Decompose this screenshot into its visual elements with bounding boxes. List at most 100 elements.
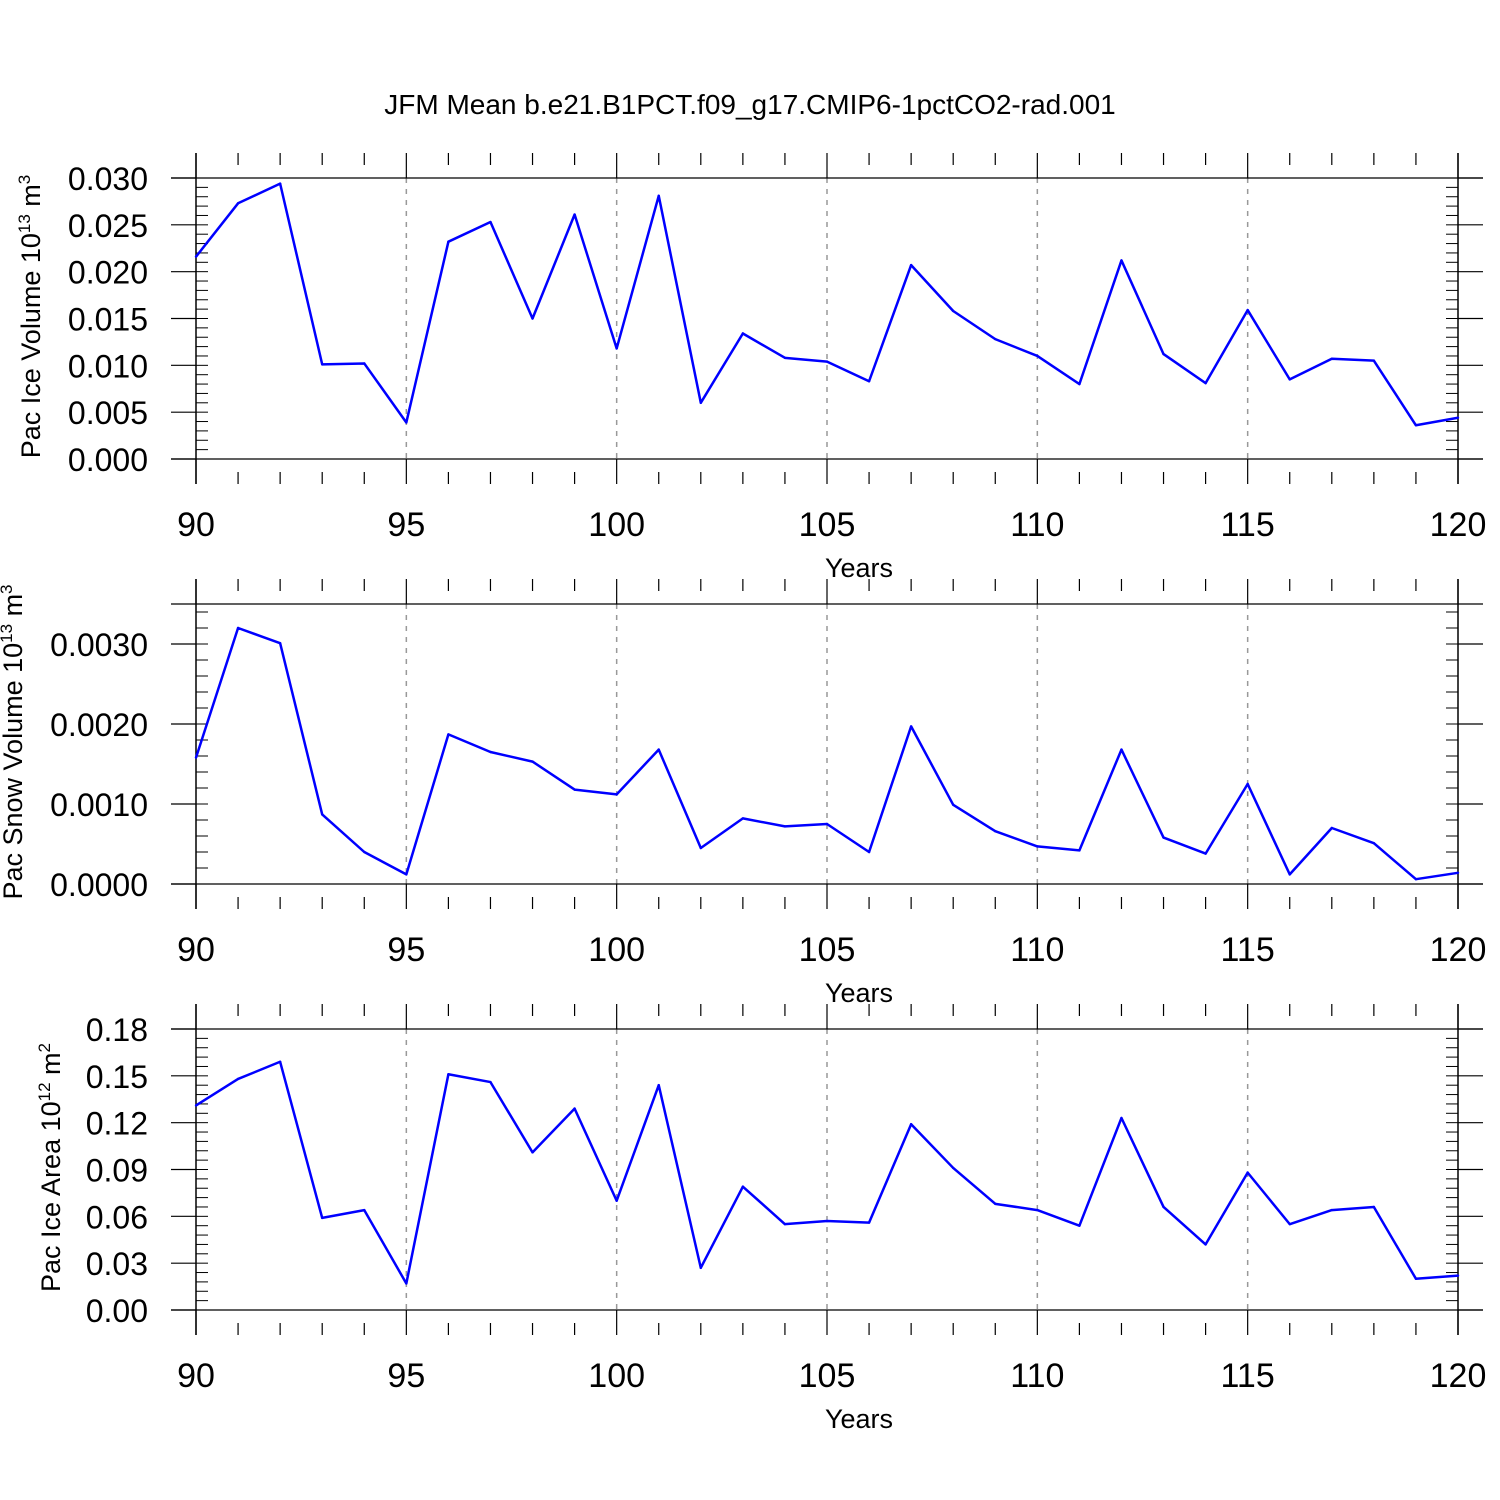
data-point	[194, 756, 198, 759]
y-tick-label: 0.0010	[50, 787, 148, 823]
y-tick-label: 0.030	[68, 161, 148, 197]
data-point	[321, 1216, 324, 1220]
x-tick-label: 120	[1430, 931, 1487, 969]
data-point	[1246, 308, 1249, 312]
y-tick-label: 0.010	[68, 348, 148, 384]
y-axis-label-exponent: 13	[0, 624, 16, 643]
data-point	[1414, 1277, 1418, 1280]
y-tick-label: 0.06	[86, 1199, 148, 1235]
y-tick-label: 0.03	[86, 1246, 148, 1282]
data-point	[1162, 1205, 1165, 1209]
data-point	[278, 642, 282, 645]
y-axis-label-unit: m	[36, 1052, 66, 1082]
data-point	[1456, 416, 1460, 419]
data-point	[447, 733, 450, 736]
data-point	[447, 1073, 450, 1076]
y-axis-label-main: Pac Ice Volume 10	[16, 233, 46, 458]
data-point	[236, 626, 240, 630]
x-tick-label: 100	[588, 1357, 645, 1395]
data-point	[194, 255, 198, 258]
data-point	[531, 1151, 534, 1154]
data-point	[1204, 381, 1207, 385]
y-tick-label: 0.15	[86, 1059, 148, 1095]
data-point	[1036, 1208, 1039, 1212]
data-point	[1036, 845, 1039, 848]
data-point	[489, 1080, 492, 1084]
panels: 90 95 100 105 110 115 120 0.000 0.005 0.010 0.015 0…	[0, 153, 1486, 1434]
x-tick-label: 115	[1221, 1357, 1275, 1395]
data-point	[1204, 852, 1207, 855]
y-tick-label: 0.0000	[50, 867, 148, 903]
data-point	[952, 1166, 955, 1170]
data-point	[278, 1060, 282, 1063]
data-point	[236, 1077, 240, 1081]
y-tick-label: 0.005	[68, 395, 148, 431]
series-line	[194, 626, 1459, 881]
x-tick-label: 90	[177, 931, 215, 969]
data-point	[194, 1104, 198, 1107]
data-point	[1456, 871, 1460, 874]
data-point	[1036, 354, 1039, 358]
data-point	[783, 356, 787, 360]
data-point	[1162, 352, 1165, 356]
data-point	[699, 846, 702, 850]
data-point	[1414, 424, 1418, 427]
data-point	[657, 1084, 660, 1087]
data-point	[1288, 1222, 1291, 1226]
data-point	[573, 213, 576, 216]
x-tick-label: 105	[799, 1357, 856, 1395]
y-axis-label-exponent: 13	[15, 214, 34, 233]
data-point	[321, 363, 324, 366]
data-point	[236, 202, 240, 205]
y-tick-label: 0.025	[68, 208, 148, 244]
x-tick-label: 90	[177, 506, 215, 544]
x-tick-label: 110	[1010, 506, 1064, 544]
data-point	[1372, 842, 1376, 845]
data-point	[741, 1185, 745, 1188]
data-point	[1078, 849, 1081, 852]
x-tick-label: 100	[588, 506, 645, 544]
y-axis-label-unit: m	[16, 184, 46, 214]
x-tick-label: 100	[588, 931, 645, 969]
data-point	[1330, 1208, 1334, 1212]
data-point	[615, 1199, 618, 1202]
y-tick-label: 0.0020	[50, 707, 148, 743]
x-tick-label: 120	[1430, 1357, 1487, 1395]
y-tick-label: 0.020	[68, 255, 148, 291]
data-point	[741, 332, 745, 335]
data-point	[615, 347, 618, 350]
data-point	[783, 825, 787, 828]
data-point	[994, 337, 997, 341]
x-tick-label: 95	[387, 506, 425, 544]
data-point	[1288, 378, 1291, 381]
chart-panel-1: 90 95 100 105 110 115 120 0.000 0.005 0.010 0.015 0…	[15, 153, 1486, 583]
x-tick-label: 115	[1221, 931, 1275, 969]
data-point	[699, 1266, 702, 1270]
y-tick-label: 0.0030	[50, 627, 148, 663]
data-point	[1288, 873, 1291, 876]
data-point	[405, 421, 408, 424]
data-point	[867, 850, 871, 854]
data-point	[1330, 357, 1334, 360]
data-point	[1330, 826, 1334, 830]
data-point	[615, 793, 618, 796]
x-tick-label: 95	[387, 931, 425, 969]
data-point	[363, 362, 366, 365]
data-point	[657, 194, 660, 197]
data-point	[573, 788, 576, 791]
x-axis-label: Years	[825, 978, 893, 1008]
y-axis-label-unit-exponent: 2	[35, 1043, 54, 1052]
y-axis-label: Pac Ice Area 1012 m2	[35, 1043, 66, 1292]
data-point	[1456, 1274, 1460, 1277]
data-point	[1204, 1243, 1207, 1246]
data-point	[741, 817, 745, 820]
data-point	[867, 1221, 871, 1224]
data-point	[657, 748, 660, 751]
y-axis-label: Pac Ice Volume 1013 m3	[15, 175, 46, 459]
x-axis-label: Years	[825, 553, 893, 583]
data-point	[1120, 1116, 1123, 1120]
data-point	[994, 830, 997, 833]
x-tick-label: 115	[1221, 506, 1275, 544]
data-point	[909, 1123, 913, 1126]
x-tick-label: 120	[1430, 506, 1487, 544]
